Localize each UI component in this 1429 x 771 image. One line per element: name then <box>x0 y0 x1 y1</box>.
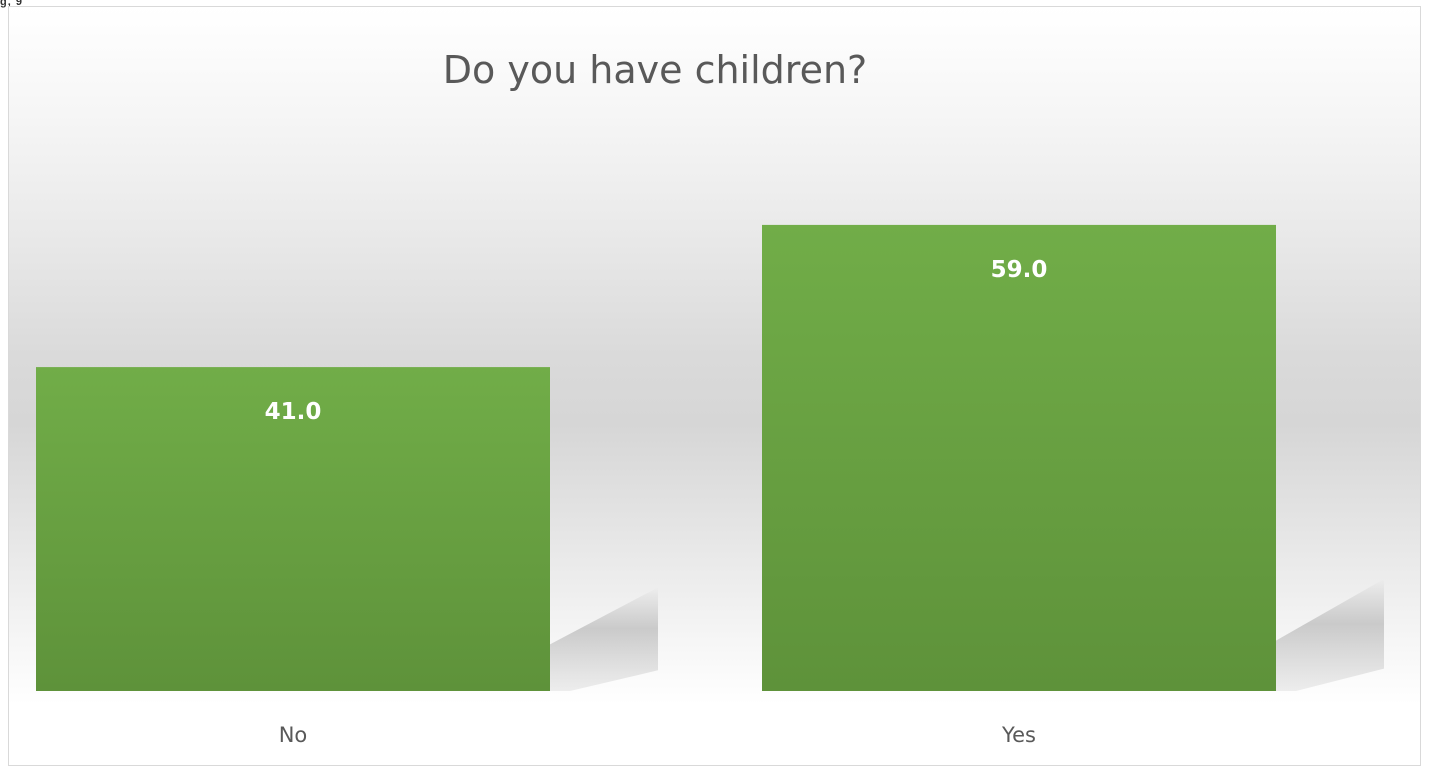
bar-shadow-no <box>550 587 658 691</box>
bar-shadow-yes <box>1276 579 1384 691</box>
bar-chart: Do you have children? 41.0 59.0 No Yes <box>36 48 1384 747</box>
category-labels: No Yes <box>279 723 1036 747</box>
bar-shadows <box>550 579 1384 691</box>
data-label-yes: 59.0 <box>991 257 1048 283</box>
data-label-no: 41.0 <box>265 399 322 425</box>
data-labels: 41.0 59.0 <box>265 257 1048 425</box>
chart-title: Do you have children? <box>443 48 867 92</box>
bar-no <box>36 367 550 691</box>
bar-yes <box>762 224 1276 691</box>
bars <box>36 224 1276 691</box>
corner-label: g, 9 <box>0 0 23 8</box>
category-label-no: No <box>279 723 308 747</box>
chart-area: Do you have children? 41.0 59.0 No Yes <box>8 6 1421 766</box>
category-label-yes: Yes <box>1001 723 1036 747</box>
